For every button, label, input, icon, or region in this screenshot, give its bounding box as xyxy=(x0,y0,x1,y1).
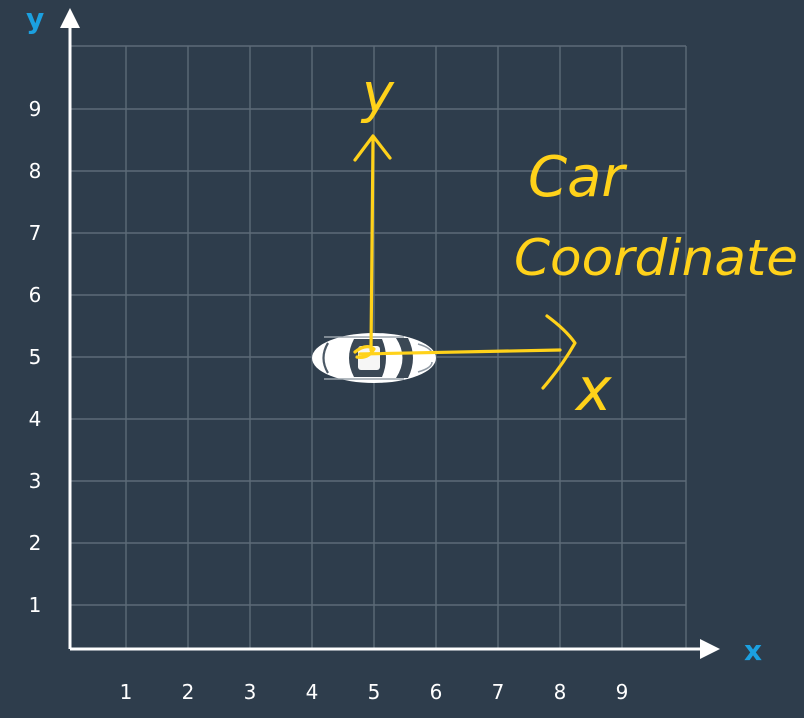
grid xyxy=(70,45,687,649)
y-tick-label: 1 xyxy=(29,593,42,617)
x-tick-label: 6 xyxy=(430,680,443,704)
y-tick-label: 2 xyxy=(29,531,42,555)
world-y-axis-arrowhead xyxy=(60,8,80,28)
y-tick-label: 9 xyxy=(29,97,42,121)
car-y-axis-label: y xyxy=(360,62,395,125)
x-tick-label: 1 xyxy=(120,680,133,704)
car-origin-marker xyxy=(353,345,376,359)
x-tick-label: 8 xyxy=(554,680,567,704)
car-y-arrowhead xyxy=(353,134,392,162)
y-tick-label: 6 xyxy=(29,283,42,307)
car-x-axis-label: x xyxy=(574,355,612,425)
car-x-axis xyxy=(358,348,562,356)
world-x-axis-arrowhead xyxy=(700,639,720,659)
x-tick-label: 7 xyxy=(492,680,505,704)
y-tick-label: 7 xyxy=(29,221,42,245)
x-tick-label: 5 xyxy=(368,680,381,704)
y-tick-label: 4 xyxy=(29,407,42,431)
x-tick-label: 9 xyxy=(616,680,629,704)
car-coordinate-frame xyxy=(353,134,577,390)
car-icon xyxy=(312,333,436,383)
x-tick-label: 4 xyxy=(306,680,319,704)
y-tick-label: 3 xyxy=(29,469,42,493)
y-tick-label: 8 xyxy=(29,159,42,183)
annotation-line-1: Car xyxy=(528,145,627,210)
world-x-axis-label: x xyxy=(744,634,762,667)
car-x-arrowhead xyxy=(541,314,577,390)
tick-labels: 1 2 3 4 5 6 7 8 9 1 2 3 4 5 6 7 8 9 xyxy=(29,97,629,704)
car-y-axis xyxy=(369,138,375,352)
world-y-axis-label: y xyxy=(26,2,44,35)
y-tick-label: 5 xyxy=(29,345,42,369)
x-tick-label: 2 xyxy=(182,680,195,704)
annotation-line-2: Coordinate xyxy=(514,229,798,287)
x-tick-label: 3 xyxy=(244,680,257,704)
